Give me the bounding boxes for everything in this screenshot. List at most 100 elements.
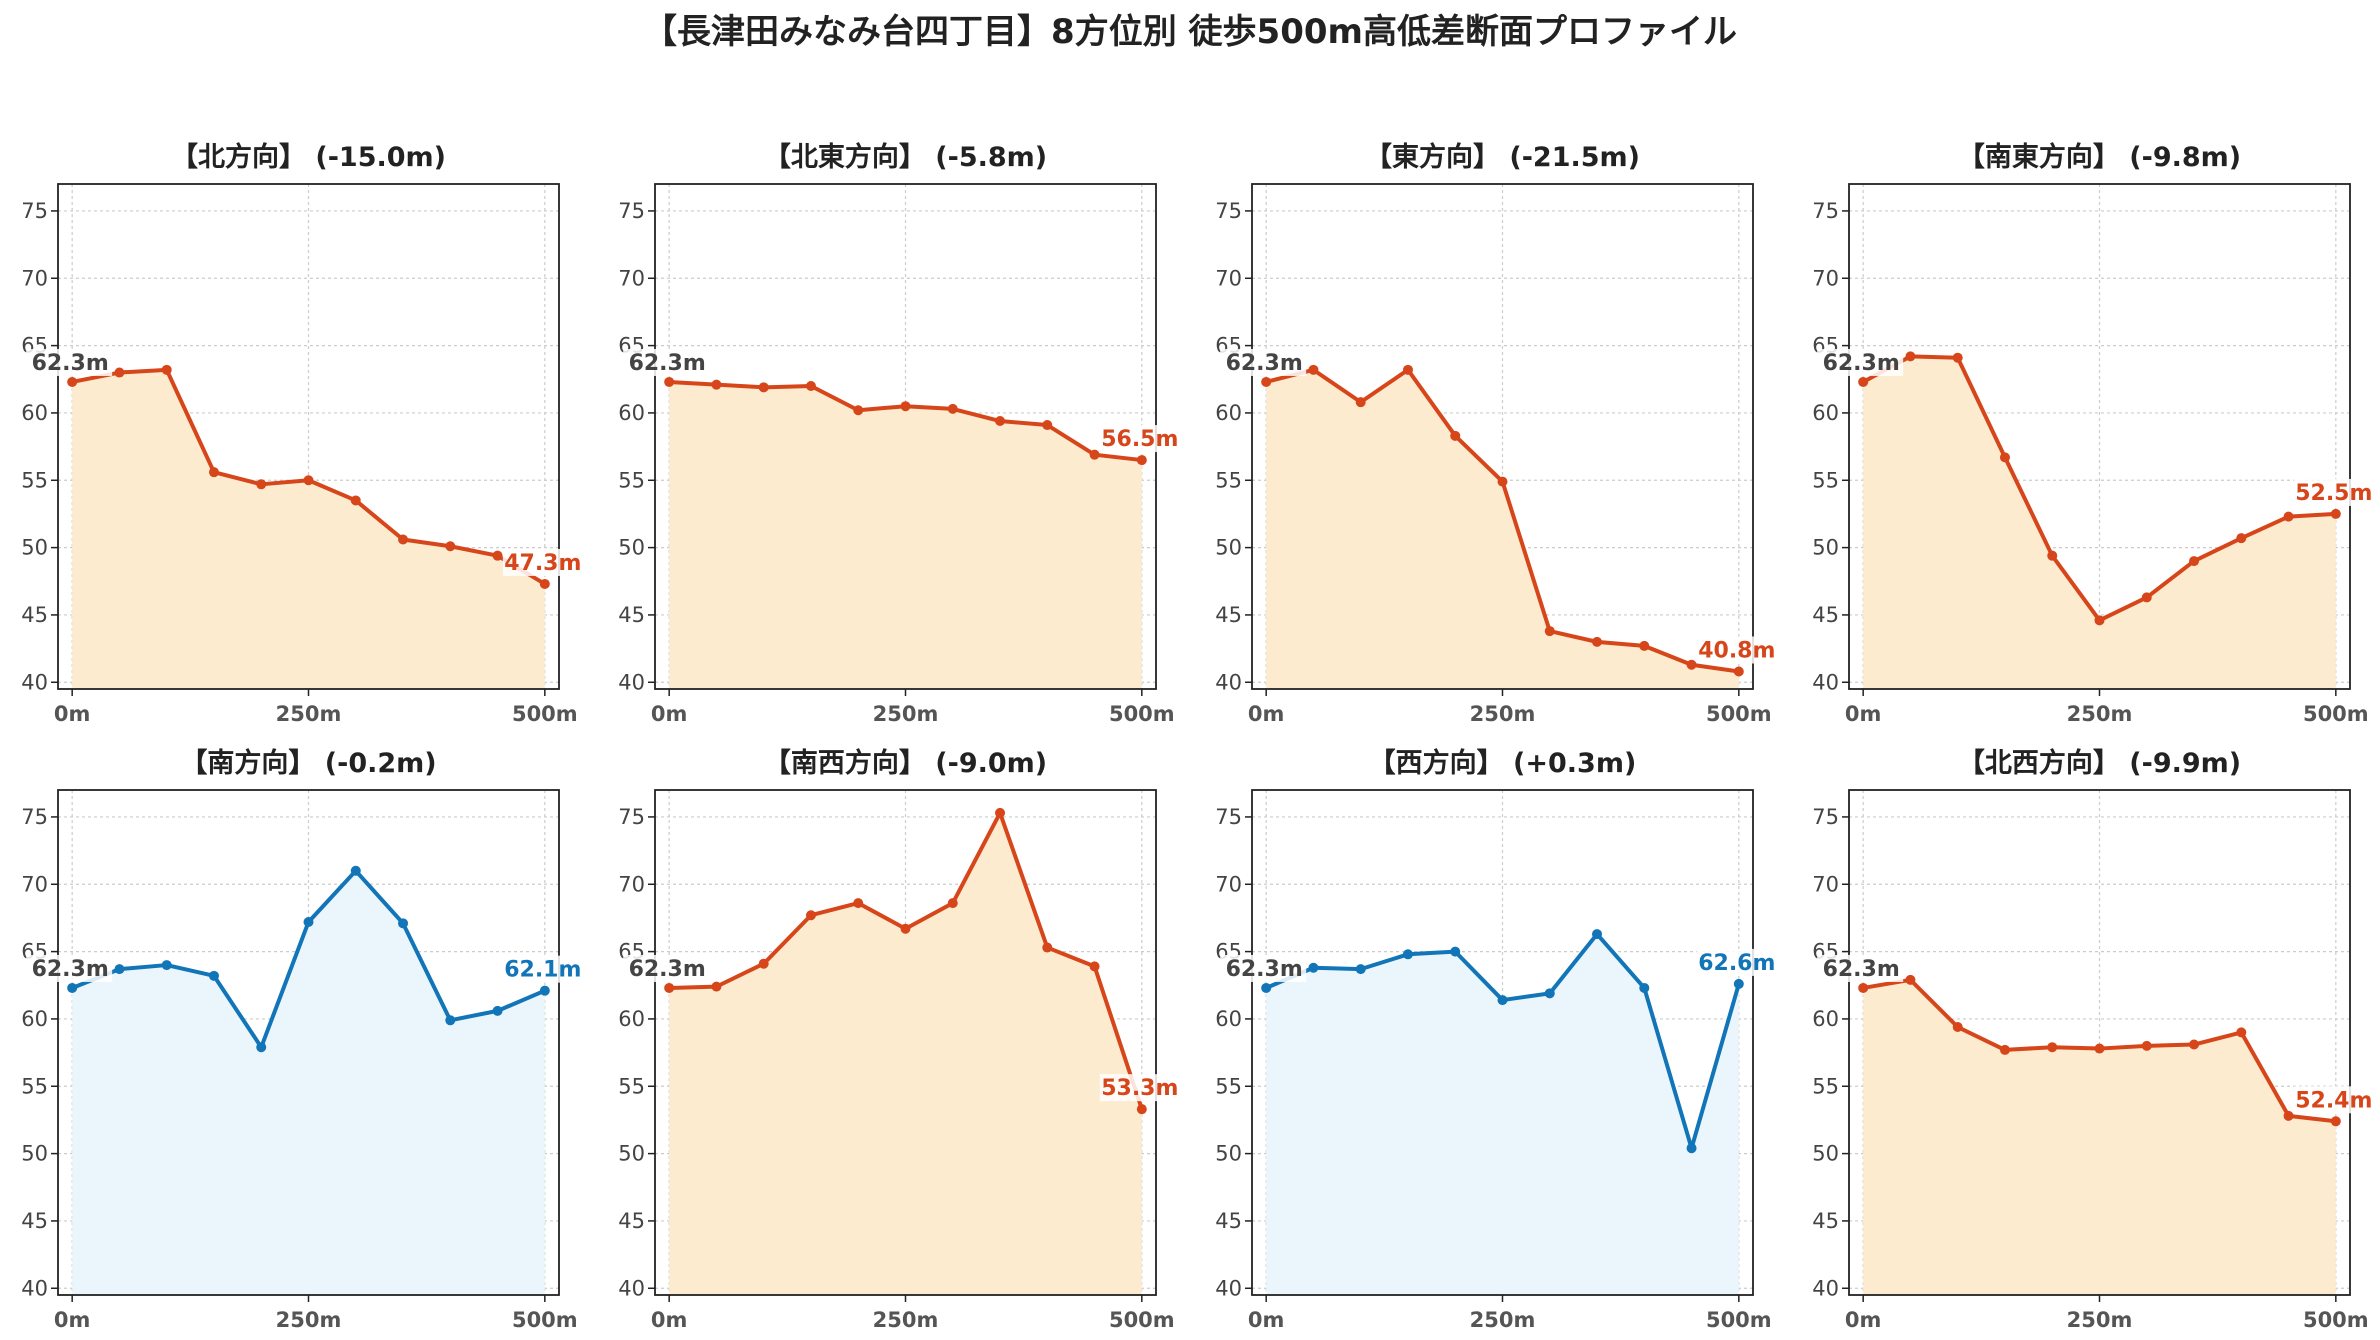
- y-tick-label: 50: [1812, 1142, 1839, 1166]
- data-point: [161, 960, 172, 971]
- x-tick-label: 500m: [1109, 702, 1175, 726]
- data-point: [711, 981, 722, 992]
- y-tick-label: 45: [618, 1209, 645, 1233]
- x-tick-label: 500m: [512, 702, 578, 726]
- x-tick-label: 250m: [2067, 1308, 2133, 1332]
- y-tick-label: 55: [21, 1074, 48, 1098]
- end-label-bg: [2293, 478, 2376, 506]
- data-point: [900, 923, 911, 934]
- data-point: [805, 381, 816, 391]
- end-label-bg: [1099, 1074, 1182, 1102]
- y-tick-label: 75: [21, 805, 48, 829]
- y-tick-label: 75: [1215, 199, 1242, 223]
- data-point: [2047, 550, 2058, 561]
- data-point: [2330, 508, 2341, 519]
- x-tick-label: 250m: [2067, 702, 2133, 726]
- panel-title: 【南方向】 (-0.2m): [180, 747, 436, 779]
- data-point: [2094, 1043, 2105, 1054]
- start-label-bg: [26, 954, 113, 982]
- data-point: [1089, 961, 1100, 972]
- data-point: [114, 367, 125, 378]
- area-fill: [1266, 369, 1739, 689]
- y-tick-label: 60: [618, 1007, 645, 1031]
- data-point: [664, 376, 675, 387]
- y-tick-label: 70: [21, 266, 48, 290]
- data-point: [350, 865, 361, 876]
- y-tick-label: 70: [21, 872, 48, 896]
- start-value-label: 62.3m: [32, 351, 109, 376]
- y-tick-label: 45: [618, 603, 645, 627]
- end-value-label: 62.6m: [1698, 951, 1775, 976]
- data-point: [2283, 511, 2294, 522]
- y-tick-label: 60: [1812, 401, 1839, 425]
- start-value-label: 62.3m: [1823, 351, 1900, 376]
- y-tick-label: 50: [618, 1142, 645, 1166]
- end-label-bg: [1696, 948, 1779, 976]
- y-tick-label: 55: [1215, 1074, 1242, 1098]
- panel-title: 【北西方向】 (-9.9m): [1958, 747, 2241, 779]
- data-point: [1497, 476, 1508, 487]
- data-point: [208, 970, 219, 981]
- start-value-label: 62.3m: [1823, 957, 1900, 982]
- y-tick-label: 50: [618, 536, 645, 560]
- x-tick-label: 0m: [1248, 1308, 1285, 1332]
- y-tick-label: 75: [1812, 805, 1839, 829]
- area-fill: [72, 870, 545, 1295]
- panel-title: 【南東方向】 (-9.8m): [1958, 141, 2241, 173]
- data-point: [1858, 982, 1869, 993]
- data-point: [1733, 978, 1744, 989]
- data-point: [1999, 1044, 2010, 1055]
- x-tick-label: 250m: [873, 702, 939, 726]
- data-point: [492, 550, 503, 561]
- x-tick-label: 500m: [512, 1308, 578, 1332]
- data-point: [2189, 1039, 2200, 1050]
- data-point: [1136, 1104, 1147, 1115]
- data-point: [1308, 364, 1319, 375]
- end-value-label: 47.3m: [504, 551, 581, 576]
- x-tick-label: 250m: [873, 1308, 939, 1332]
- start-label-bg: [1220, 954, 1307, 982]
- data-point: [1042, 420, 1053, 431]
- data-point: [711, 379, 722, 390]
- data-point: [350, 495, 361, 506]
- y-tick-label: 50: [1215, 536, 1242, 560]
- y-tick-label: 70: [1812, 266, 1839, 290]
- area-fill: [669, 812, 1142, 1295]
- y-tick-label: 60: [1812, 1007, 1839, 1031]
- data-point: [1355, 397, 1366, 408]
- panel-title: 【西方向】 (+0.3m): [1369, 747, 1637, 779]
- y-tick-label: 40: [21, 1276, 48, 1300]
- end-label-bg: [1696, 636, 1779, 664]
- data-point: [1592, 636, 1603, 647]
- y-tick-label: 40: [1215, 1276, 1242, 1300]
- start-value-label: 62.3m: [629, 957, 706, 982]
- data-point: [853, 898, 864, 909]
- y-tick-label: 60: [21, 401, 48, 425]
- panel-title: 【南西方向】 (-9.0m): [764, 747, 1047, 779]
- y-tick-label: 40: [1215, 670, 1242, 694]
- data-point: [1999, 452, 2010, 463]
- data-point: [1952, 352, 1963, 363]
- data-point: [1355, 964, 1366, 975]
- x-tick-label: 0m: [1248, 702, 1285, 726]
- y-tick-label: 60: [21, 1007, 48, 1031]
- data-point: [256, 1042, 267, 1053]
- y-tick-label: 50: [1215, 1142, 1242, 1166]
- area-fill: [669, 381, 1142, 689]
- data-point: [1497, 995, 1508, 1006]
- data-point: [1402, 949, 1413, 960]
- data-point: [1639, 982, 1650, 993]
- x-tick-label: 250m: [1470, 1308, 1536, 1332]
- data-point: [805, 910, 816, 921]
- data-point: [303, 916, 314, 927]
- data-point: [1733, 666, 1744, 677]
- y-tick-label: 40: [1812, 670, 1839, 694]
- start-label-bg: [1817, 348, 1904, 376]
- y-tick-label: 45: [21, 603, 48, 627]
- end-value-label: 53.3m: [1101, 1076, 1178, 1101]
- data-point: [2236, 533, 2247, 544]
- x-tick-label: 500m: [1706, 1308, 1772, 1332]
- data-point: [492, 1005, 503, 1016]
- end-value-label: 52.4m: [2295, 1088, 2372, 1113]
